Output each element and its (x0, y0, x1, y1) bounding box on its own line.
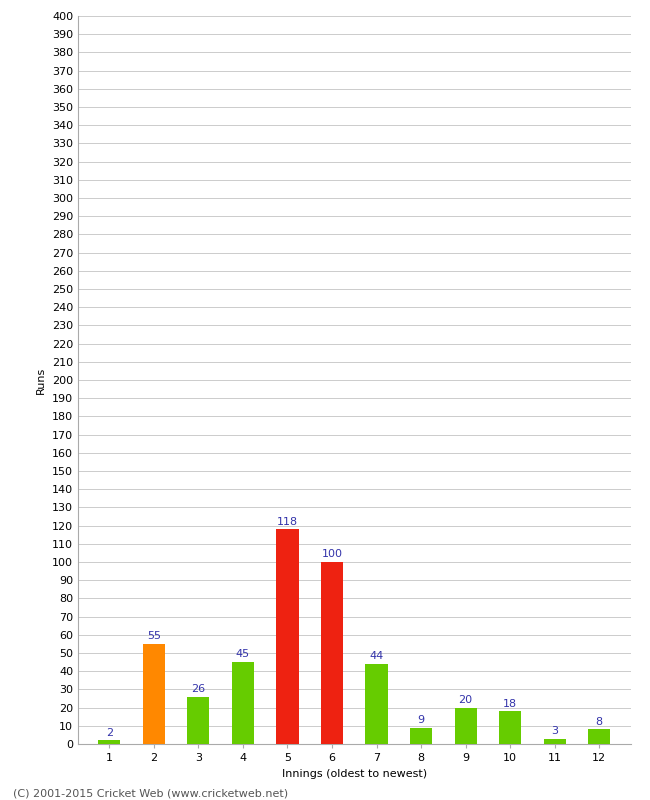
X-axis label: Innings (oldest to newest): Innings (oldest to newest) (281, 769, 427, 778)
Text: 3: 3 (551, 726, 558, 736)
Text: 8: 8 (596, 717, 603, 726)
Bar (588, 730, 610, 744)
Text: (C) 2001-2015 Cricket Web (www.cricketweb.net): (C) 2001-2015 Cricket Web (www.cricketwe… (13, 788, 288, 798)
Y-axis label: Runs: Runs (36, 366, 46, 394)
Bar (410, 728, 432, 744)
Bar (543, 738, 566, 744)
Bar (187, 697, 209, 744)
Bar (454, 707, 477, 744)
Text: 20: 20 (459, 695, 473, 705)
Text: 45: 45 (236, 650, 250, 659)
Bar (365, 664, 387, 744)
Text: 118: 118 (277, 517, 298, 526)
Bar (98, 740, 120, 744)
Bar (142, 644, 165, 744)
Text: 2: 2 (106, 728, 112, 738)
Text: 26: 26 (191, 684, 205, 694)
Text: 44: 44 (369, 651, 384, 661)
Bar (321, 562, 343, 744)
Bar (499, 711, 521, 744)
Text: 9: 9 (417, 715, 424, 725)
Bar (276, 530, 298, 744)
Bar (231, 662, 254, 744)
Text: 18: 18 (503, 698, 517, 709)
Text: 100: 100 (322, 550, 343, 559)
Text: 55: 55 (147, 631, 161, 641)
